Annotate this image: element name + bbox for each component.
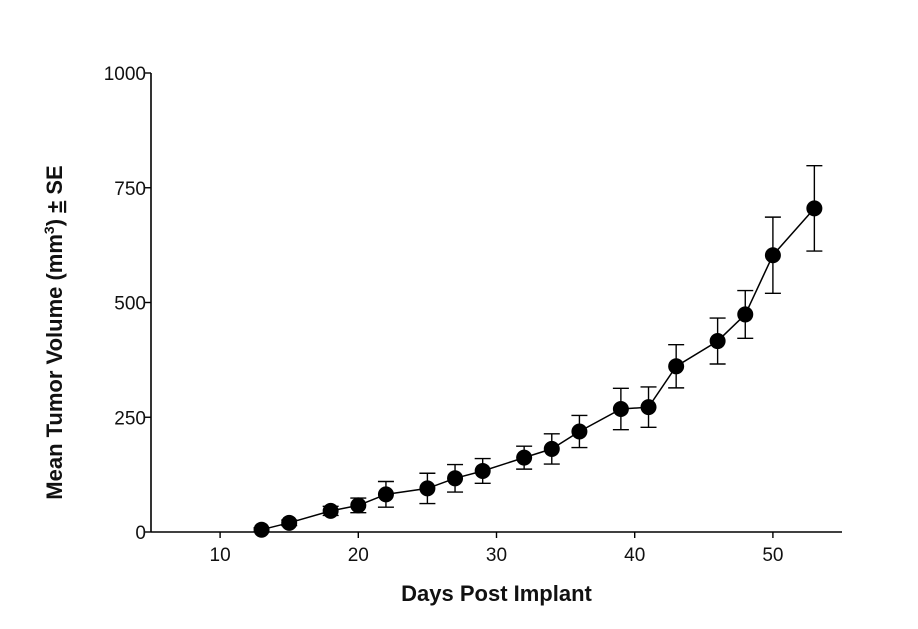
data-point bbox=[764, 247, 781, 264]
x-axis-title: Days Post Implant bbox=[401, 581, 592, 606]
x-tick-label: 40 bbox=[624, 545, 645, 566]
y-axis-title-superscript: 3 bbox=[41, 226, 57, 234]
plot-area bbox=[253, 165, 823, 538]
data-point bbox=[668, 358, 685, 375]
y-tick-label: 500 bbox=[114, 294, 146, 315]
data-point bbox=[571, 423, 588, 440]
y-tick-label: 1000 bbox=[104, 64, 146, 85]
series-line bbox=[261, 207, 815, 531]
data-point bbox=[640, 399, 657, 416]
y-axis-title-main: Mean Tumor Volume (mm bbox=[42, 234, 67, 500]
x-tick-label: 20 bbox=[348, 545, 369, 566]
data-point bbox=[612, 400, 629, 417]
data-point bbox=[350, 497, 367, 514]
data-point bbox=[419, 480, 436, 497]
y-ticks: 0 250 500 750 1000 bbox=[104, 64, 151, 544]
y-tick-label: 750 bbox=[114, 179, 146, 200]
data-point bbox=[516, 449, 533, 466]
x-tick-label: 10 bbox=[210, 545, 231, 566]
data-point bbox=[253, 521, 270, 538]
data-point bbox=[322, 502, 339, 519]
y-tick-label: 0 bbox=[135, 523, 146, 544]
y-axis-title: Mean Tumor Volume (mm3) ± SE bbox=[41, 165, 67, 499]
y-tick-label: 250 bbox=[114, 408, 146, 429]
data-point bbox=[281, 514, 298, 531]
data-point bbox=[543, 440, 560, 457]
y-axis-title-plusminus: ± bbox=[42, 201, 67, 213]
data-point bbox=[447, 470, 464, 487]
data-point bbox=[709, 333, 726, 350]
x-ticks: 10 20 30 40 50 bbox=[210, 532, 783, 566]
data-point bbox=[377, 486, 394, 503]
data-point bbox=[737, 306, 754, 323]
x-tick-label: 30 bbox=[486, 545, 507, 566]
data-point bbox=[806, 200, 823, 217]
data-point bbox=[474, 462, 491, 479]
x-tick-label: 50 bbox=[762, 545, 783, 566]
y-axis-title-se: SE bbox=[42, 165, 67, 200]
y-axis-title-paren: ) bbox=[42, 213, 67, 226]
